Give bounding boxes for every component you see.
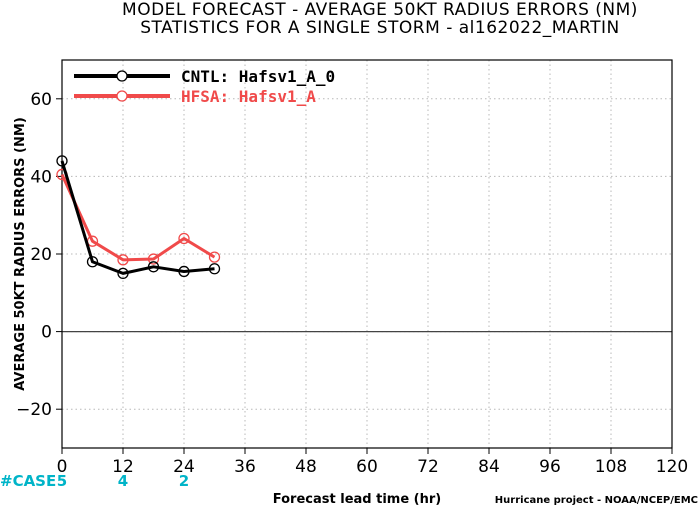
- case-count: 4: [118, 472, 128, 490]
- y-tick-label: 20: [30, 245, 52, 265]
- case-count: 2: [179, 472, 189, 490]
- x-tick-label: 60: [356, 457, 378, 477]
- case-count: 5: [57, 472, 67, 490]
- series-line: [60, 173, 216, 262]
- x-tick-label: 0: [57, 457, 68, 477]
- y-tick-label: 40: [30, 167, 52, 187]
- x-tick-label: 108: [595, 457, 627, 477]
- x-tick-label: 36: [234, 457, 256, 477]
- credit-text: Hurricane project - NOAA/NCEP/EMC: [495, 495, 698, 506]
- x-tick-label: 24: [173, 457, 195, 477]
- legend-marker: [116, 70, 128, 82]
- data-point: [117, 254, 129, 266]
- data-point: [147, 261, 160, 273]
- data-point: [208, 263, 221, 275]
- data-point: [117, 267, 129, 280]
- data-point: [86, 256, 99, 268]
- data-point: [147, 253, 160, 265]
- series-line: [60, 160, 215, 275]
- data-point: [178, 232, 190, 245]
- x-tick-label: 84: [478, 457, 500, 477]
- y-tick-label: 60: [30, 90, 52, 110]
- legend-label: CNTL: Hafsv1_A_0: [181, 67, 335, 86]
- legend-label: HFSA: Hafsv1_A: [181, 87, 316, 106]
- y-tick-label: −20: [16, 400, 52, 420]
- y-tick-label: 0: [41, 323, 52, 343]
- x-tick-label: 72: [417, 457, 439, 477]
- chart-title: MODEL FORECAST - AVERAGE 50KT RADIUS ERR…: [122, 0, 638, 20]
- x-axis-label: Forecast lead time (hr): [273, 492, 441, 506]
- data-point: [208, 251, 221, 263]
- chart-subtitle: STATISTICS FOR A SINGLE STORM - al162022…: [140, 18, 620, 38]
- data-point: [178, 265, 190, 278]
- data-point: [56, 155, 68, 167]
- y-axis-label: AVERAGE 50KT RADIUS ERRORS (NM): [13, 117, 28, 391]
- x-tick-label: 48: [295, 457, 317, 477]
- x-tick-label: 120: [656, 457, 688, 477]
- legend-marker: [116, 90, 128, 102]
- x-tick-label: 12: [112, 457, 134, 477]
- x-tick-label: 96: [539, 457, 561, 477]
- case-label: #CASE: [0, 472, 56, 490]
